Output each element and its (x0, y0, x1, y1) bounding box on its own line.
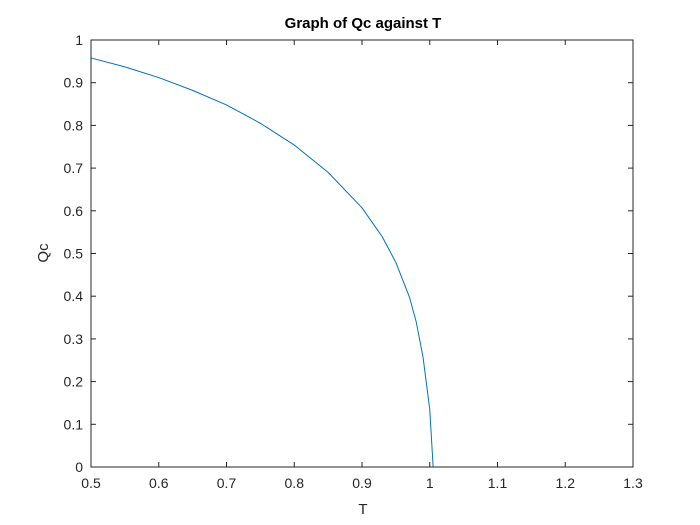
y-tick-label: 0.4 (64, 288, 84, 304)
x-tick-label: 0.8 (285, 475, 305, 491)
x-tick-label: 0.5 (81, 475, 101, 491)
x-tick-label: 1.1 (488, 475, 508, 491)
x-tick-label: 1.2 (556, 475, 576, 491)
y-tick-label: 0 (75, 459, 83, 475)
axes-box (90, 39, 634, 468)
x-tick-label: 1 (426, 475, 434, 491)
y-tick-label: 0.7 (64, 160, 84, 176)
y-tick-label: 0.1 (64, 416, 84, 432)
y-tick-label: 0.9 (64, 75, 84, 91)
x-tick-label: 0.6 (149, 475, 169, 491)
y-tick-label: 0.3 (64, 331, 84, 347)
y-tick-label: 0.2 (64, 374, 84, 390)
plot-area (91, 40, 633, 467)
tick-labels: 0.5 0.6 0.7 0.8 0.9 1 1.1 1.2 1.3 0 0.1 0.2 0.3 0.4 0.… (64, 32, 643, 491)
x-tick-label: 1.3 (623, 475, 643, 491)
chart-title: Graph of Qc against T (285, 15, 442, 32)
y-tick-label: 0.8 (64, 117, 84, 133)
y-tick-label: 0.5 (64, 246, 84, 262)
y-tick-label: 0.6 (64, 203, 84, 219)
x-axis-label: T (358, 501, 367, 518)
y-axis-label: Qc (35, 243, 52, 263)
x-tick-label: 0.9 (352, 475, 372, 491)
y-tick-label: 1 (75, 32, 83, 48)
x-tick-label: 0.7 (217, 475, 237, 491)
